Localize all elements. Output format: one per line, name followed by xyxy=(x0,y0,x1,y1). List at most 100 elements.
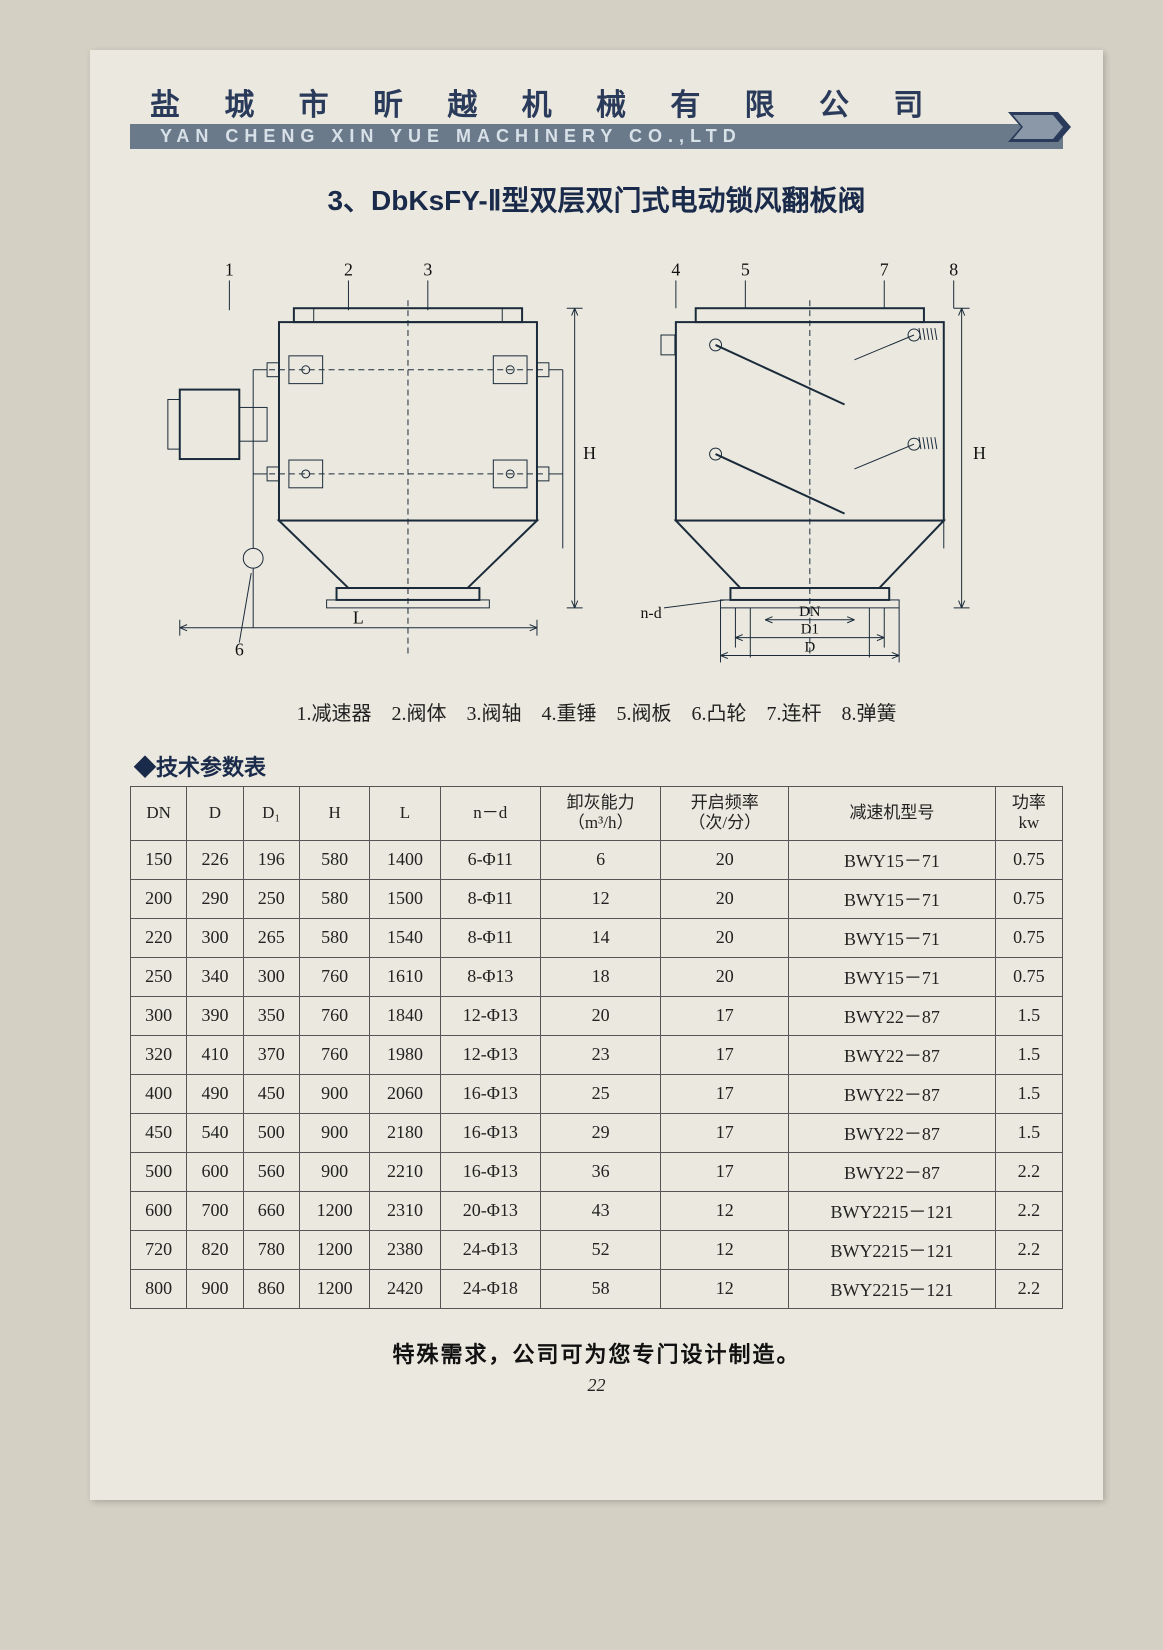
table-cell: 24-Φ13 xyxy=(440,1230,540,1269)
table-cell: 250 xyxy=(131,957,187,996)
table-cell: 2.2 xyxy=(995,1152,1062,1191)
table-cell: BWY22－87 xyxy=(789,1152,995,1191)
table-cell: 900 xyxy=(299,1152,369,1191)
table-row: 25034030076016108-Φ131820BWY15－710.75 xyxy=(131,957,1063,996)
table-cell: 150 xyxy=(131,840,187,879)
table-cell: 580 xyxy=(299,840,369,879)
table-cell: 1610 xyxy=(370,957,440,996)
table-cell: BWY2215－121 xyxy=(789,1230,995,1269)
table-cell: 196 xyxy=(243,840,299,879)
table-cell: 410 xyxy=(187,1035,243,1074)
table-cell: 2.2 xyxy=(995,1269,1062,1308)
table-cell: 24-Φ18 xyxy=(440,1269,540,1308)
table-cell: 500 xyxy=(131,1152,187,1191)
svg-text:1: 1 xyxy=(225,259,234,279)
table-row: 8009008601200242024-Φ185812BWY2215－1212.… xyxy=(131,1269,1063,1308)
table-cell: 52 xyxy=(540,1230,660,1269)
table-col-header: D₁ xyxy=(243,787,299,841)
footer-note: 特殊需求，公司可为您专门设计制造。 xyxy=(130,1337,1063,1369)
table-cell: BWY22－87 xyxy=(789,996,995,1035)
table-col-header: 减速机型号 xyxy=(789,787,995,841)
table-cell: 290 xyxy=(187,879,243,918)
table-row: 450540500900218016-Φ132917BWY22－871.5 xyxy=(131,1113,1063,1152)
table-cell: 265 xyxy=(243,918,299,957)
table-cell: 0.75 xyxy=(995,840,1062,879)
table-cell: 23 xyxy=(540,1035,660,1074)
table-cell: 600 xyxy=(131,1191,187,1230)
table-cell: 12-Φ13 xyxy=(440,996,540,1035)
table-row: 400490450900206016-Φ132517BWY22－871.5 xyxy=(131,1074,1063,1113)
table-cell: 16-Φ13 xyxy=(440,1113,540,1152)
table-cell: 36 xyxy=(540,1152,660,1191)
table-cell: 350 xyxy=(243,996,299,1035)
diagram-svg: 1236LH4578n-dHDND1D xyxy=(150,249,1043,679)
table-row: 6007006601200231020-Φ134312BWY2215－1212.… xyxy=(131,1191,1063,1230)
table-cell: 20 xyxy=(661,840,789,879)
table-cell: 1400 xyxy=(370,840,440,879)
table-cell: 600 xyxy=(187,1152,243,1191)
table-cell: BWY15－71 xyxy=(789,879,995,918)
svg-text:L: L xyxy=(353,608,364,628)
table-cell: 17 xyxy=(661,1113,789,1152)
table-cell: 17 xyxy=(661,1074,789,1113)
table-cell: 0.75 xyxy=(995,879,1062,918)
table-col-header: DN xyxy=(131,787,187,841)
table-cell: BWY15－71 xyxy=(789,957,995,996)
table-cell: 900 xyxy=(187,1269,243,1308)
table-col-header: 卸灰能力（m³/h） xyxy=(540,787,660,841)
table-cell: 320 xyxy=(131,1035,187,1074)
table-cell: 2.2 xyxy=(995,1191,1062,1230)
table-cell: 8-Φ11 xyxy=(440,879,540,918)
svg-text:H: H xyxy=(973,443,986,463)
table-cell: BWY15－71 xyxy=(789,840,995,879)
table-cell: 1200 xyxy=(299,1269,369,1308)
table-cell: 490 xyxy=(187,1074,243,1113)
table-cell: 14 xyxy=(540,918,660,957)
table-cell: 1540 xyxy=(370,918,440,957)
engineering-diagram: 1236LH4578n-dHDND1D xyxy=(150,249,1043,679)
table-cell: 17 xyxy=(661,1035,789,1074)
svg-text:H: H xyxy=(583,443,596,463)
table-cell: 6 xyxy=(540,840,660,879)
table-cell: 800 xyxy=(131,1269,187,1308)
table-col-header: n－d xyxy=(440,787,540,841)
table-cell: 1.5 xyxy=(995,1074,1062,1113)
table-cell: 25 xyxy=(540,1074,660,1113)
table-cell: 12 xyxy=(661,1191,789,1230)
svg-text:3: 3 xyxy=(423,259,432,279)
table-cell: 1.5 xyxy=(995,996,1062,1035)
table-cell: 450 xyxy=(243,1074,299,1113)
table-col-header: L xyxy=(370,787,440,841)
table-row: 500600560900221016-Φ133617BWY22－872.2 xyxy=(131,1152,1063,1191)
table-cell: 500 xyxy=(243,1113,299,1152)
table-cell: 700 xyxy=(187,1191,243,1230)
table-cell: 58 xyxy=(540,1269,660,1308)
table-cell: 720 xyxy=(131,1230,187,1269)
table-header: DNDD₁HLn－d卸灰能力（m³/h）开启频率（次/分）减速机型号功率kw xyxy=(131,787,1063,841)
table-cell: 580 xyxy=(299,879,369,918)
table-cell: 300 xyxy=(131,996,187,1035)
table-cell: 820 xyxy=(187,1230,243,1269)
table-cell: 6-Φ11 xyxy=(440,840,540,879)
table-cell: 560 xyxy=(243,1152,299,1191)
table-cell: BWY2215－121 xyxy=(789,1269,995,1308)
table-cell: 20-Φ13 xyxy=(440,1191,540,1230)
svg-text:2: 2 xyxy=(344,259,353,279)
table-cell: 17 xyxy=(661,996,789,1035)
table-cell: 900 xyxy=(299,1074,369,1113)
table-cell: 8-Φ11 xyxy=(440,918,540,957)
svg-text:n-d: n-d xyxy=(640,605,661,622)
table-cell: 17 xyxy=(661,1152,789,1191)
table-cell: 2180 xyxy=(370,1113,440,1152)
table-cell: 20 xyxy=(661,918,789,957)
table-cell: 20 xyxy=(661,957,789,996)
table-cell: 2210 xyxy=(370,1152,440,1191)
table-cell: 43 xyxy=(540,1191,660,1230)
table-cell: BWY22－87 xyxy=(789,1035,995,1074)
table-cell: 780 xyxy=(243,1230,299,1269)
table-cell: 1200 xyxy=(299,1191,369,1230)
table-cell: BWY2215－121 xyxy=(789,1191,995,1230)
table-cell: 1500 xyxy=(370,879,440,918)
svg-text:8: 8 xyxy=(949,259,958,279)
table-cell: 1.5 xyxy=(995,1113,1062,1152)
